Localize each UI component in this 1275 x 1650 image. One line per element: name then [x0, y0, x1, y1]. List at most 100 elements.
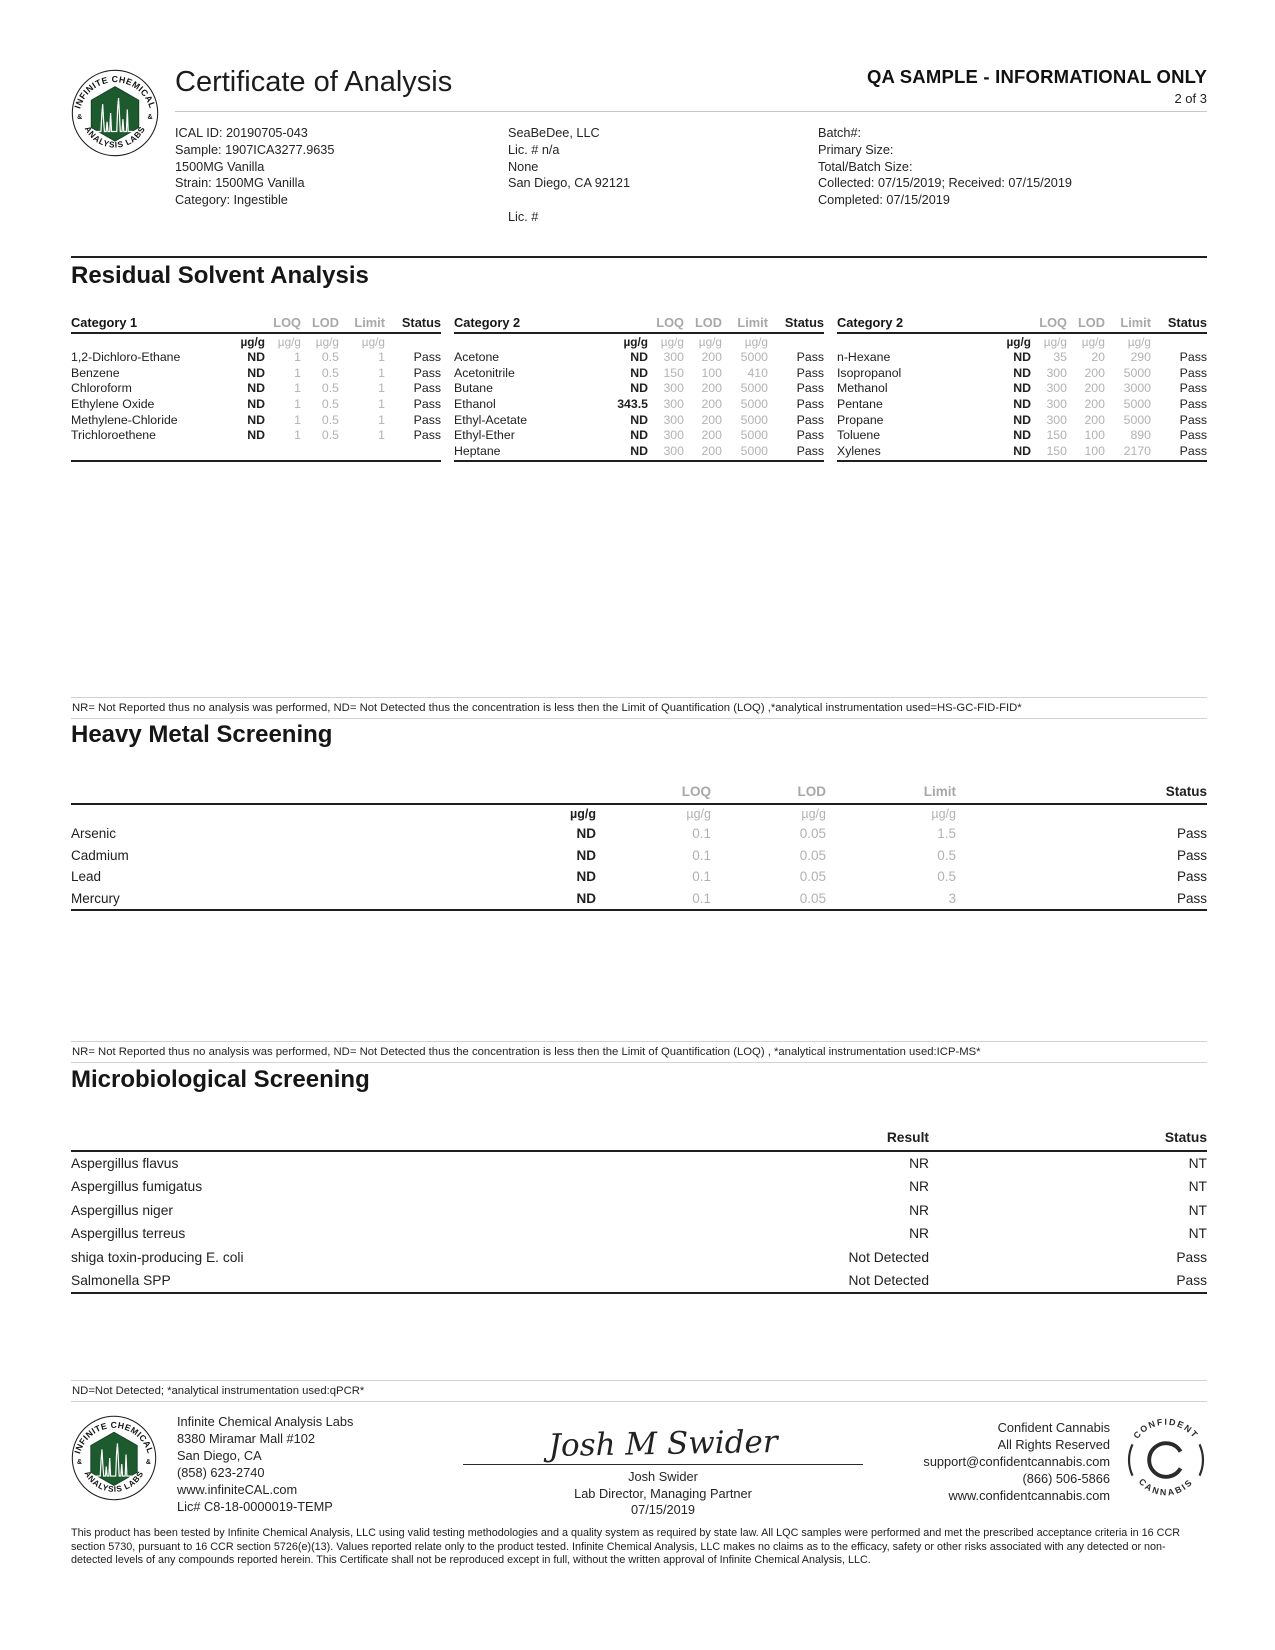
analyte-name: Trichloroethene [71, 428, 156, 443]
limit-value: 5000 [740, 412, 768, 427]
sample-meta: ICAL ID: 20190705-043 Sample: 1907ICA3277… [175, 125, 1207, 226]
status-value: Pass [796, 381, 824, 396]
lod-value: 200 [701, 350, 722, 365]
result-value: ND [1013, 412, 1031, 427]
solvent-row: Ethyl-Acetate ND 300 200 5000 Pass [454, 413, 824, 429]
lod-value: 0.5 [321, 428, 339, 443]
page-number: 2 of 3 [1174, 91, 1207, 106]
col-loq: LOQ [273, 314, 301, 330]
limit-value: 1 [378, 396, 385, 411]
lod-value: 0.05 [799, 826, 826, 842]
analyte-name: Arsenic [71, 826, 117, 842]
unit-loq: µg/g [277, 335, 301, 350]
result-value: NR [909, 1179, 929, 1195]
col-result: Result [886, 1129, 929, 1145]
info-line: Collected: 07/15/2019; Received: 07/15/2… [818, 176, 1072, 191]
lod-value: 0.5 [321, 396, 339, 411]
result-value: ND [247, 396, 265, 411]
solvent-row: Trichloroethene ND 1 0.5 1 Pass [71, 428, 441, 444]
status-value: Pass [413, 381, 441, 396]
residual-solvent-tables: Category 1 LOQ LOD Limit Status µg/g µg/… [71, 315, 1207, 463]
confident-cannabis-logo-icon: CONFIDENT CANNABIS [1124, 1417, 1208, 1502]
loq-value: 300 [663, 350, 684, 365]
limit-value: 5000 [1123, 396, 1151, 411]
status-value: Pass [1176, 869, 1207, 885]
status-value: Pass [413, 350, 441, 365]
confident-cannabis-block: Confident Cannabis All Rights Reserved sup… [863, 1412, 1208, 1505]
solvent-table-category-2a: Category 2 LOQ LOD Limit Status µg/g µg/… [454, 315, 824, 463]
status-value: Pass [796, 443, 824, 458]
signer-name: Josh Swider [628, 1469, 698, 1485]
info-line: None [508, 159, 539, 174]
info-line: Lic. # n/a [508, 142, 560, 157]
header: INFINITE CHEMICAL ANALYSIS LABS & & Cert… [71, 62, 1207, 226]
unit-result: µg/g [570, 807, 596, 822]
heavy-metal-heading: Heavy Metal Screening [71, 721, 333, 749]
microbe-row: shiga toxin-producing E. coli Not Detect… [71, 1246, 1207, 1269]
lod-value: 0.05 [799, 869, 826, 885]
col-lod: LOD [1077, 314, 1105, 330]
qa-sample-banner: QA SAMPLE - INFORMATIONAL ONLY [866, 66, 1207, 87]
loq-value: 0.1 [692, 869, 711, 885]
info-line: Batch#: [818, 126, 862, 140]
info-line: Category: Ingestible [175, 193, 288, 208]
solvent-table-category-2b: Category 2 LOQ LOD Limit Status µg/g µg/… [837, 315, 1207, 463]
info-line: San Diego, CA 92121 [508, 176, 631, 191]
result-value: NR [909, 1226, 929, 1242]
limit-value: 5000 [740, 381, 768, 396]
solvent-row: Isopropanol ND 300 200 5000 Pass [837, 366, 1207, 382]
logo-ampersand-left: & [77, 114, 82, 121]
info-line: Completed: 07/15/2019 [818, 193, 950, 208]
analyte-name: Ethyl-Acetate [454, 412, 528, 427]
result-value: 343.5 [617, 396, 648, 411]
loq-value: 300 [1046, 412, 1067, 427]
loq-value: 300 [1046, 396, 1067, 411]
analyte-name: n-Hexane [837, 350, 891, 365]
cc-arc-top-text: CONFIDENT [1131, 1417, 1199, 1441]
result-value: NR [909, 1202, 929, 1218]
lab-contact-block: INFINITE CHEMICAL ANALYSIS LABS & & Infi… [71, 1412, 463, 1515]
lod-value: 0.5 [321, 365, 339, 380]
spacer [385, 335, 441, 349]
result-value: ND [247, 350, 265, 365]
lod-value: 200 [1084, 381, 1105, 396]
col-lod: LOD [694, 314, 722, 330]
spacer [1151, 335, 1207, 349]
logo-ampersand-right: & [148, 114, 153, 121]
limit-value: 290 [1130, 350, 1151, 365]
loq-value: 1 [294, 412, 301, 427]
limit-value: 5000 [1123, 365, 1151, 380]
limit-value: 1 [378, 428, 385, 443]
loq-value: 1 [294, 428, 301, 443]
loq-value: 1 [294, 350, 301, 365]
solvent-row: n-Hexane ND 35 20 290 Pass [837, 350, 1207, 366]
analyte-name: Aspergillus flavus [71, 1155, 179, 1171]
solvent-row: Butane ND 300 200 5000 Pass [454, 381, 824, 397]
status-value: Pass [1179, 443, 1207, 458]
lod-value: 200 [701, 412, 722, 427]
info-line [508, 192, 818, 209]
analyte-name: Lead [71, 869, 102, 885]
analyte-name: Ethylene Oxide [71, 396, 155, 411]
loq-value: 0.1 [692, 890, 711, 906]
limit-value: 3000 [1123, 381, 1151, 396]
analyte-name: Methylene-Chloride [71, 412, 178, 427]
solvent-row: Ethanol 343.5 300 200 5000 Pass [454, 397, 824, 413]
result-value: ND [247, 412, 265, 427]
solvent-row: 1,2-Dichloro-Ethane ND 1 0.5 1 Pass [71, 350, 441, 366]
unit-lod: µg/g [1081, 335, 1105, 350]
solvent-row: Acetonitrile ND 150 100 410 Pass [454, 366, 824, 382]
col-status: Status [1167, 314, 1207, 330]
status-value: Pass [1176, 1272, 1207, 1288]
analyte-name: 1,2-Dichloro-Ethane [71, 350, 181, 365]
status-value: Pass [1176, 1249, 1207, 1265]
status-value: Pass [1176, 890, 1207, 906]
cc-arc-bottom-text: CANNABIS [1137, 1477, 1193, 1498]
info-line: Sample: 1907ICA3277.9635 [175, 142, 335, 157]
table-title: Category 2 [837, 314, 904, 330]
loq-value: 300 [663, 396, 684, 411]
result-value: ND [630, 443, 648, 458]
microbe-row: Aspergillus niger NR NT [71, 1199, 1207, 1222]
solvent-row: Methylene-Chloride ND 1 0.5 1 Pass [71, 413, 441, 429]
header-divider [175, 111, 1207, 112]
